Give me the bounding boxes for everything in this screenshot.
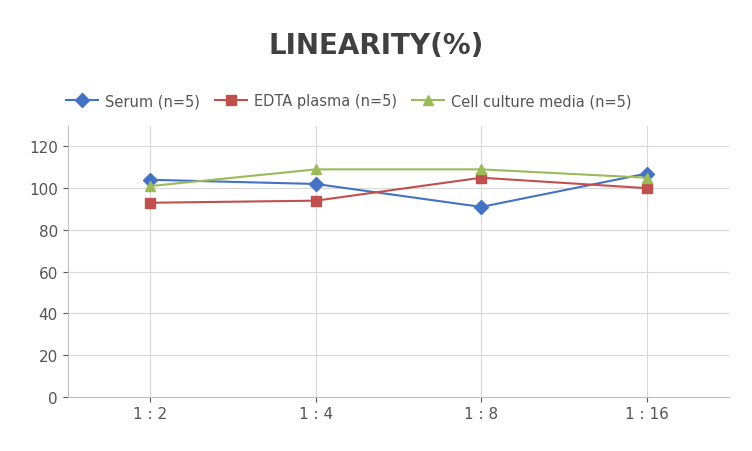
Legend: Serum (n=5), EDTA plasma (n=5), Cell culture media (n=5): Serum (n=5), EDTA plasma (n=5), Cell cul…	[60, 88, 637, 115]
Line: Serum (n=5): Serum (n=5)	[146, 169, 651, 212]
EDTA plasma (n=5)	[642, 186, 651, 191]
Serum (n=5)	[146, 178, 155, 183]
Line: EDTA plasma (n=5): EDTA plasma (n=5)	[146, 174, 651, 208]
Cell culture media (n=5)	[311, 167, 320, 173]
EDTA plasma (n=5)	[146, 201, 155, 206]
Line: Cell culture media (n=5): Cell culture media (n=5)	[146, 165, 651, 192]
Cell culture media (n=5)	[477, 167, 486, 173]
Text: LINEARITY(%): LINEARITY(%)	[268, 32, 484, 60]
EDTA plasma (n=5)	[477, 175, 486, 181]
Serum (n=5)	[311, 182, 320, 187]
Cell culture media (n=5)	[642, 175, 651, 181]
Serum (n=5)	[477, 205, 486, 210]
Serum (n=5)	[642, 171, 651, 177]
Cell culture media (n=5)	[146, 184, 155, 189]
EDTA plasma (n=5)	[311, 198, 320, 204]
